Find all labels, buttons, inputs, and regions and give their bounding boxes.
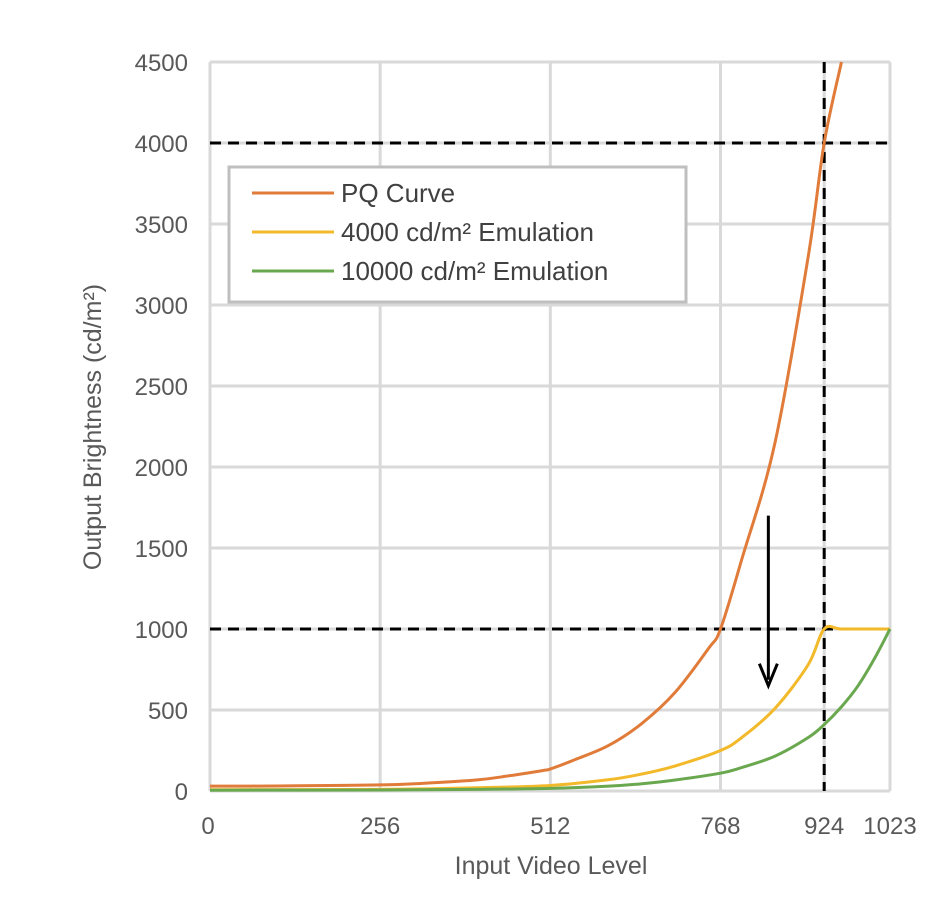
y-tick-label-3000: 3000 [135, 293, 188, 320]
reference-lines [210, 62, 890, 791]
y-axis-title: Output Brightness (cd/m²) [79, 284, 107, 570]
y-tick-label-2500: 2500 [135, 374, 188, 401]
x-tick-label-768: 768 [700, 813, 740, 840]
y-tick-label-0: 0 [175, 779, 188, 806]
y-tick-label-500: 500 [148, 698, 188, 725]
y-tick-label-2000: 2000 [135, 455, 188, 482]
legend-label-4000: 4000 cd/m² Emulation [341, 217, 594, 247]
plot-series [209, 61, 892, 792]
series-line-pq-curve [209, 61, 843, 788]
y-tick-label-4500: 4500 [135, 50, 188, 77]
y-tick-label-4000: 4000 [135, 131, 188, 158]
y-tick-label-1500: 1500 [135, 536, 188, 563]
x-tick-label-1023: 1023 [863, 813, 916, 840]
legend: PQ Curve 4000 cd/m² Emulation 10000 cd/m… [227, 165, 688, 304]
x-tick-labels: 0 256 512 768 924 1023 [201, 813, 916, 840]
y-tick-labels: 0 500 1000 1500 2000 2500 3000 3500 4000 4500 [135, 50, 188, 806]
x-tick-label-0: 0 [201, 813, 214, 840]
x-tick-label-924: 924 [804, 813, 844, 840]
y-tick-label-3500: 3500 [135, 212, 188, 239]
series-line-10000-emulation [209, 628, 892, 792]
annotation [757, 515, 779, 690]
x-tick-label-512: 512 [530, 813, 570, 840]
legend-label-10000: 10000 cd/m² Emulation [341, 256, 608, 286]
x-axis-title: Input Video Level [455, 852, 648, 880]
y-tick-label-1000: 1000 [135, 617, 188, 644]
legend-box [227, 165, 688, 304]
legend-label-pq: PQ Curve [341, 178, 455, 208]
annotation-arrow-head [757, 663, 779, 690]
x-tick-label-256: 256 [360, 813, 400, 840]
